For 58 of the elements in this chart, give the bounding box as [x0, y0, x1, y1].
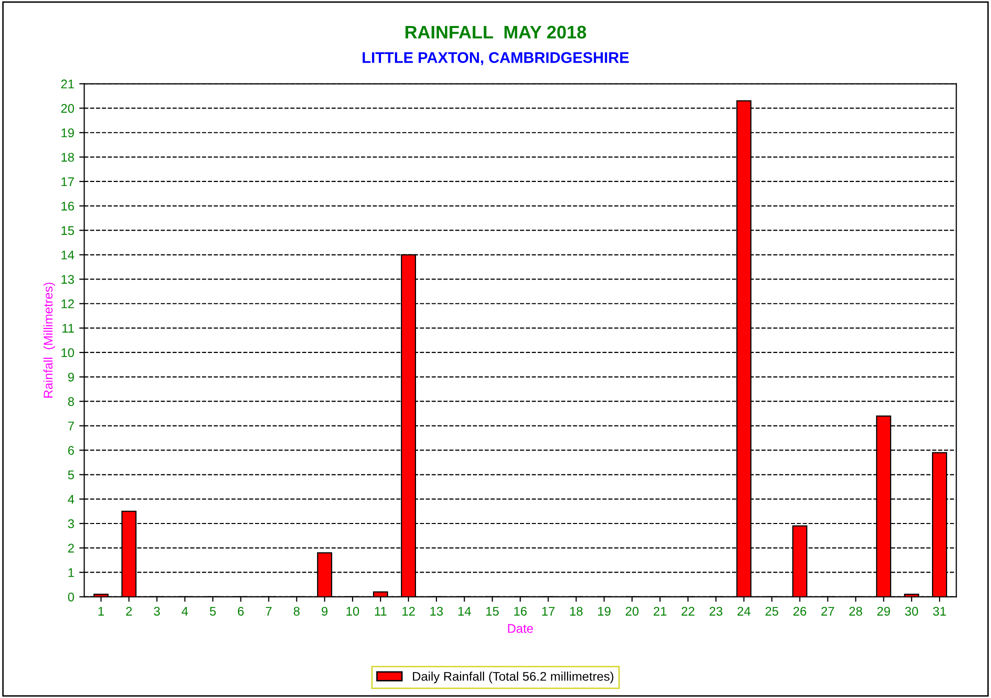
y-tick-label: 2: [68, 544, 74, 552]
y-tick-label: 3: [68, 519, 74, 528]
x-tick-label: 22: [682, 606, 694, 616]
y-tick-label: 20: [61, 104, 74, 113]
x-tick-label: 13: [430, 606, 443, 616]
y-tick-label: 16: [62, 202, 74, 211]
x-tick-label: 15: [486, 606, 499, 616]
x-tick-label: 26: [793, 606, 806, 616]
y-tick-label: 12: [62, 299, 74, 308]
chart-title: RAINFALL MAY 2018: [406, 26, 586, 39]
chart-subtitle: LITTLE PAXTON, CAMBRIDGESHIRE: [362, 52, 629, 66]
x-tick-label: 25: [766, 606, 778, 616]
x-tick-label: 24: [738, 606, 750, 616]
x-tick-label: 16: [514, 606, 527, 616]
y-tick-label: 1: [68, 568, 74, 577]
x-tick-label: 10: [346, 606, 360, 616]
x-tick-label: 30: [905, 606, 918, 616]
x-tick-label: 5: [210, 606, 216, 616]
x-tick-label: 8: [294, 606, 300, 616]
y-tick-label: 14: [62, 250, 74, 260]
x-tick-label: 27: [821, 606, 834, 616]
y-tick-label: 17: [62, 177, 74, 186]
x-tick-label: 21: [654, 606, 666, 616]
y-tick-label: 0: [68, 592, 74, 602]
y-tick-label: 9: [68, 372, 74, 382]
y-tick-label: 21: [61, 80, 74, 88]
x-tick-label: 12: [402, 606, 415, 616]
y-tick-label: 7: [68, 422, 74, 430]
y-tick-label: 8: [68, 397, 74, 406]
x-tick-label: 6: [238, 606, 244, 616]
x-tick-label: 11: [374, 606, 386, 616]
y-tick-label: 6: [68, 446, 74, 455]
y-tick-label: 15: [62, 226, 74, 235]
x-tick-label: 28: [849, 606, 862, 616]
x-tick-label: 14: [458, 606, 471, 616]
x-tick-label: 23: [710, 606, 722, 616]
y-tick-label: 18: [62, 152, 74, 162]
y-tick-label: 4: [68, 495, 74, 504]
x-tick-label: 9: [322, 606, 328, 616]
x-tick-label: 2: [126, 606, 132, 616]
x-tick-label: 19: [598, 606, 610, 616]
x-axis-title: Date: [508, 624, 533, 633]
x-tick-label: 18: [570, 606, 583, 616]
y-tick-label: 13: [62, 275, 74, 284]
x-tick-label: 31: [933, 606, 946, 616]
x-tick-label: 7: [266, 606, 272, 616]
y-tick-label: 5: [68, 470, 74, 480]
x-tick-label: 20: [626, 606, 639, 616]
x-tick-label: 3: [154, 606, 160, 616]
legend-label: Daily Rainfall (Total 56.2 millimetres): [412, 672, 614, 684]
y-tick-label: 11: [62, 324, 74, 333]
x-tick-label: 1: [98, 606, 104, 616]
y-axis-title: Rainfall (Millimetres): [43, 282, 56, 398]
x-tick-label: 29: [877, 606, 890, 616]
y-tick-label: 19: [62, 128, 74, 138]
y-tick-label: 10: [62, 348, 74, 358]
x-tick-label: 17: [542, 606, 555, 616]
x-tick-label: 4: [182, 606, 188, 616]
